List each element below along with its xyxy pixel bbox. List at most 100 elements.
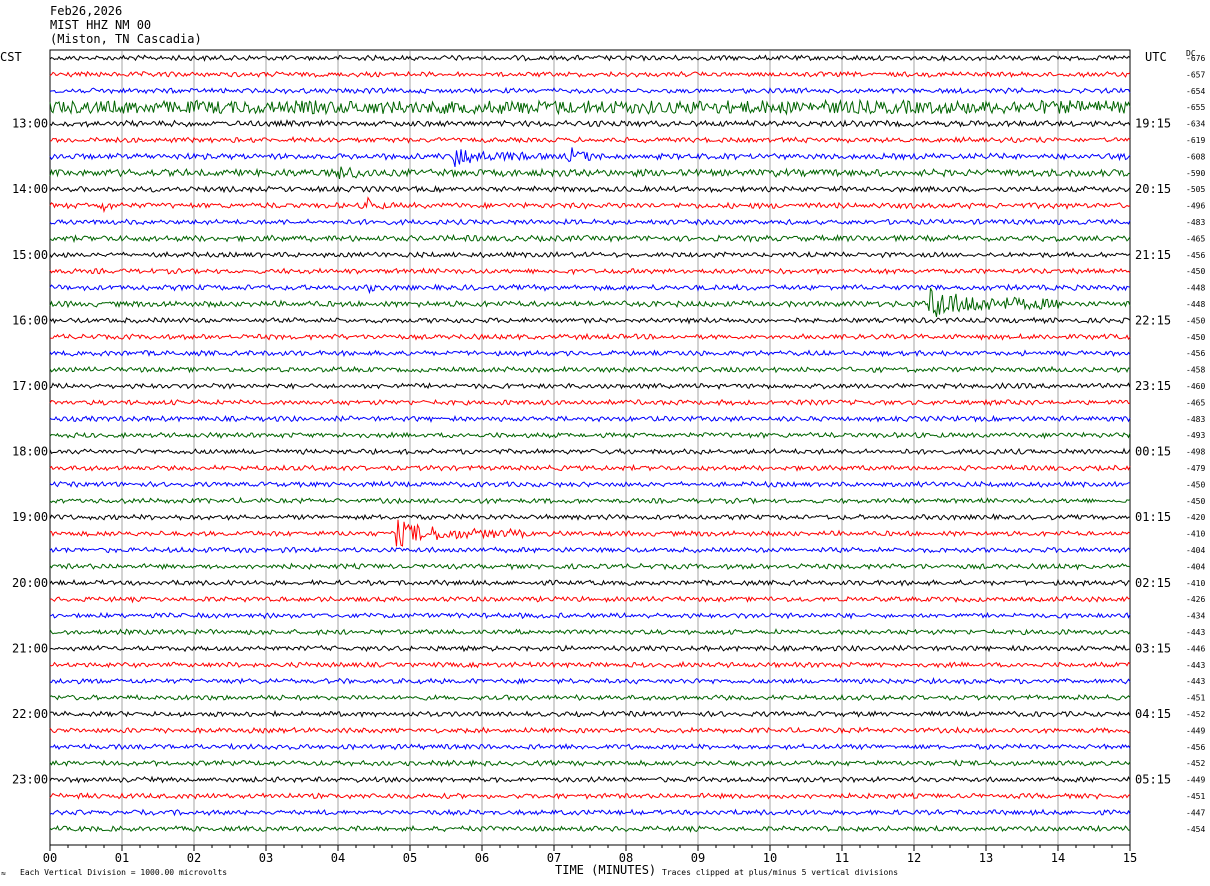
dc-offset-label: -483	[1186, 218, 1205, 227]
trace-12	[49, 250, 1131, 259]
dc-offset-label: -608	[1186, 152, 1205, 161]
plot-date: Feb26,2026	[50, 4, 123, 18]
dc-offset-label: -451	[1186, 694, 1205, 703]
dc-offset-label: -449	[1186, 776, 1205, 785]
trace-5	[49, 135, 1131, 144]
dc-offset-label: -590	[1186, 169, 1205, 178]
trace-42	[49, 742, 1131, 751]
right-hour-label: 05:15	[1135, 773, 1171, 787]
trace-27	[49, 496, 1131, 505]
trace-17	[49, 332, 1131, 341]
trace-23	[49, 431, 1131, 440]
trace-30	[49, 546, 1131, 554]
trace-34	[49, 611, 1131, 620]
dc-offset-label: -456	[1186, 251, 1205, 260]
dc-offset-label: -404	[1186, 546, 1205, 555]
trace-15	[49, 287, 1131, 318]
trace-22	[49, 414, 1131, 423]
dc-offset-label: -619	[1186, 136, 1205, 145]
x-tick-label: 12	[907, 851, 921, 865]
right-hour-label: 22:15	[1135, 313, 1171, 327]
dc-offset-label: -410	[1186, 530, 1205, 539]
trace-9	[49, 196, 1131, 214]
dc-offset-label: -449	[1186, 726, 1205, 735]
dc-offset-label: -454	[1186, 825, 1205, 834]
left-hour-label: 15:00	[12, 248, 48, 262]
dc-offset-label: -451	[1186, 792, 1205, 801]
trace-35	[49, 628, 1131, 636]
dc-offset-label: -452	[1186, 759, 1205, 768]
right-hour-label: 20:15	[1135, 182, 1171, 196]
left-hour-label: 18:00	[12, 445, 48, 459]
left-timezone-label: CST	[0, 50, 22, 64]
dc-offset-label: -450	[1186, 267, 1205, 276]
left-hour-label: 17:00	[12, 379, 48, 393]
left-hour-label: 16:00	[12, 313, 48, 327]
dc-offset-label: -465	[1186, 398, 1205, 407]
dc-offset-label: -634	[1186, 120, 1205, 129]
trace-29	[49, 519, 1131, 547]
trace-28	[49, 513, 1131, 521]
station-location: (Miston, TN Cascadia)	[50, 32, 202, 46]
dc-offset-label: -498	[1186, 448, 1205, 457]
trace-20	[49, 382, 1131, 390]
dc-offset-label: -676	[1186, 54, 1205, 63]
trace-26	[49, 480, 1131, 489]
x-tick-label: 13	[979, 851, 993, 865]
dc-offset-label: -452	[1186, 710, 1205, 719]
dc-offset-label: -420	[1186, 513, 1205, 522]
right-hour-label: 19:15	[1135, 117, 1171, 131]
right-timezone-label: UTC	[1145, 50, 1167, 64]
x-tick-label: 11	[835, 851, 849, 865]
x-tick-label: 02	[187, 851, 201, 865]
dc-offset-label: -456	[1186, 743, 1205, 752]
trace-43	[49, 759, 1131, 768]
trace-1	[49, 70, 1131, 78]
left-hour-label: 21:00	[12, 641, 48, 655]
dc-offset-label: -493	[1186, 431, 1205, 440]
right-hour-label: 03:15	[1135, 641, 1171, 655]
dc-offset-label: -443	[1186, 628, 1205, 637]
dc-offset-header: DC	[1186, 49, 1196, 58]
trace-16	[49, 316, 1131, 325]
right-hour-label: 01:15	[1135, 510, 1171, 524]
dc-offset-label: -657	[1186, 70, 1205, 79]
dc-offset-label: -450	[1186, 316, 1205, 325]
trace-0	[49, 54, 1131, 62]
right-hour-label: 21:15	[1135, 248, 1171, 262]
left-hour-label: 14:00	[12, 182, 48, 196]
station-code: MIST HHZ NM 00	[50, 18, 152, 32]
dc-offset-label: -448	[1186, 284, 1205, 293]
x-tick-label: 00	[43, 851, 57, 865]
trace-2	[49, 86, 1131, 95]
right-hour-label: 23:15	[1135, 379, 1171, 393]
trace-44	[49, 775, 1131, 784]
x-tick-label: 03	[259, 851, 273, 865]
left-hour-label: 22:00	[12, 707, 48, 721]
trace-46	[49, 808, 1131, 817]
dc-offset-label: -404	[1186, 562, 1205, 571]
dc-offset-label: -496	[1186, 202, 1205, 211]
trace-7	[49, 166, 1131, 179]
dc-offset-label: -426	[1186, 595, 1205, 604]
dc-offset-label: -447	[1186, 808, 1205, 817]
dc-offset-label: -458	[1186, 366, 1205, 375]
right-hour-label: 02:15	[1135, 576, 1171, 590]
trace-3	[49, 98, 1131, 116]
left-hour-label: 19:00	[12, 510, 48, 524]
trace-36	[49, 644, 1131, 653]
x-tick-label: 09	[691, 851, 705, 865]
x-axis-title: TIME (MINUTES)	[555, 863, 657, 877]
dc-offset-label: -655	[1186, 103, 1205, 112]
trace-32	[49, 578, 1131, 587]
plot-frame	[49, 49, 1131, 846]
dc-offset-label: -450	[1186, 333, 1205, 342]
clipping-note: Traces clipped at plus/minus 5 vertical …	[662, 868, 899, 877]
x-tick-label: 14	[1051, 851, 1065, 865]
right-hour-label: 04:15	[1135, 707, 1171, 721]
x-tick-label: 06	[475, 851, 489, 865]
dc-offset-label: -443	[1186, 677, 1205, 686]
dc-offset-label: -465	[1186, 234, 1205, 243]
trace-21	[49, 398, 1131, 407]
